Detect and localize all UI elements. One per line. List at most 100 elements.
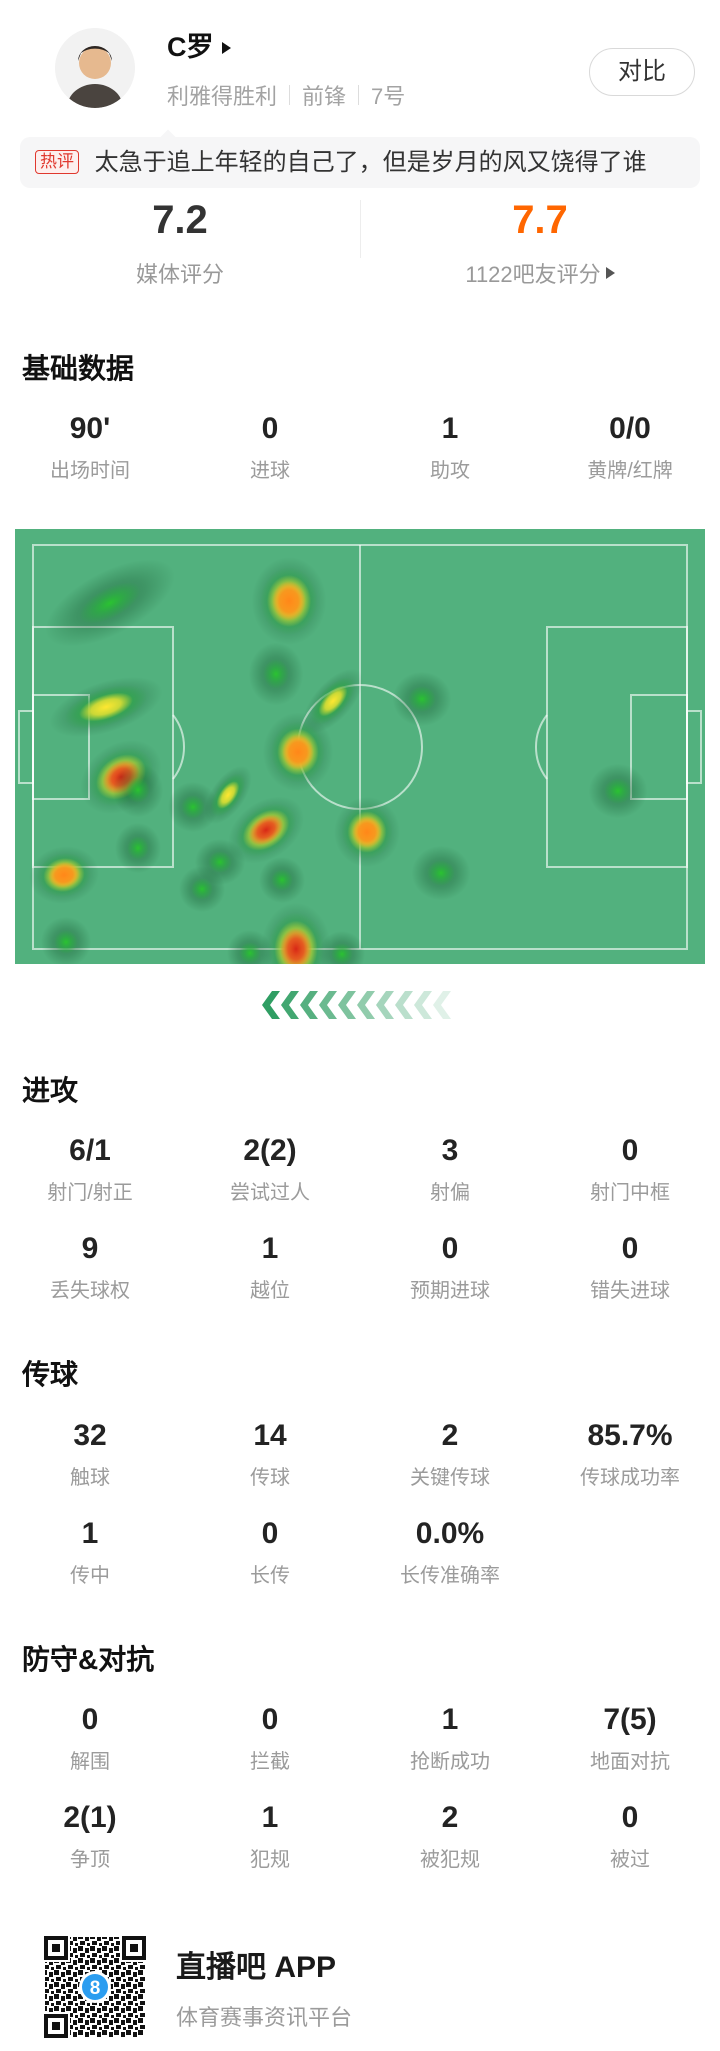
player-position: 前锋 [302, 84, 347, 109]
app-tagline: 体育赛事资讯平台 [176, 2004, 353, 2030]
stat-cell: 0/0 黄牌/红牌 [540, 412, 720, 483]
compare-button[interactable]: 对比 [589, 48, 695, 96]
qr-code-image: 8 [42, 1933, 148, 2040]
heat-blob [331, 943, 353, 966]
stat-row: 90' 出场时间 0 进球 1 助攻 0/0 黄牌/红牌 [0, 412, 720, 483]
heat-blob [181, 795, 205, 820]
stat-value: 0 [621, 1232, 639, 1266]
stat-cell: 6/1 射门/射正 [0, 1134, 180, 1205]
stat-label: 预期进球 [410, 1280, 490, 1303]
stat-label: 错失进球 [590, 1280, 670, 1303]
attack-direction-chevron [338, 991, 356, 1020]
player-subtitle: 利雅得胜利 前锋 7号 [167, 79, 589, 111]
stat-value: 14 [253, 1418, 287, 1452]
hot-badge: 热评 [35, 150, 79, 174]
hot-comment-banner[interactable]: 热评 太急于追上年轻的自己了，但是岁月的风又饶得了谁 [20, 137, 700, 188]
heat-blob [79, 692, 133, 722]
attack-direction-chevron [319, 991, 337, 1020]
stat-label: 争顶 [70, 1848, 110, 1871]
stat-cell: 2 关键传球 [360, 1419, 540, 1490]
stat-cell: 0 射门中框 [540, 1134, 720, 1205]
player-name-row[interactable]: C罗 [167, 34, 589, 61]
stat-value: 6/1 [69, 1134, 111, 1168]
stat-value: 0 [261, 412, 279, 446]
stat-cell: 0 被过 [540, 1801, 720, 1872]
stat-label: 犯规 [250, 1848, 290, 1871]
shirt-number: 7号 [371, 84, 406, 109]
fans-rating[interactable]: 7.7 1122吧友评分 [360, 198, 720, 289]
app-logo-icon [82, 1973, 108, 2000]
stat-value: 1 [81, 1516, 99, 1550]
heat-blob [427, 860, 455, 887]
fans-score-label-text: 1122吧友评分 [465, 262, 601, 287]
section-passing: 传球 32 触球 14 传球 2 关键传球 85.7% 传球成功率 1 传中 0 长传 0.0% 长传准确… [0, 1359, 720, 1587]
stat-label: 出场时间 [50, 460, 130, 483]
stat-cell: 90' 出场时间 [0, 412, 180, 483]
stat-label: 越位 [250, 1280, 290, 1303]
heat-blob [48, 862, 80, 889]
stat-cell: 1 越位 [180, 1232, 360, 1303]
attack-direction-chevron [376, 991, 394, 1020]
attack-direction-chevron [357, 991, 375, 1020]
stat-row: 0 解围 0 拦截 1 抢断成功 7(5) 地面对抗 [0, 1703, 720, 1774]
stat-grid: 90' 出场时间 0 进球 1 助攻 0/0 黄牌/红牌 [0, 412, 720, 483]
stat-label: 助攻 [430, 460, 470, 483]
stat-label: 关键传球 [410, 1466, 490, 1489]
section-attack: 进攻 6/1 射门/射正 2(2) 尝试过人 3 射偏 0 射门中框 9 丢失球权 1 越位 0 预期进球… [0, 1075, 720, 1303]
stat-row: 1 传中 0 长传 0.0% 长传准确率 [0, 1517, 720, 1588]
fans-score-label[interactable]: 1122吧友评分 [360, 257, 720, 289]
heat-blob [239, 942, 261, 965]
attack-direction-chevron [414, 991, 432, 1020]
media-rating: 7.2 媒体评分 [0, 198, 360, 289]
heat-blob [191, 878, 213, 901]
stat-cell: 1 犯规 [180, 1801, 360, 1872]
heat-blob [271, 869, 293, 892]
media-score-label-text: 媒体评分 [135, 262, 224, 287]
stat-value: 0 [441, 1232, 459, 1266]
stat-cell: 2 被犯规 [360, 1801, 540, 1872]
stat-label: 解围 [70, 1750, 110, 1773]
stat-cell: 7(5) 地面对抗 [540, 1703, 720, 1774]
player-name: C罗 [167, 32, 214, 62]
pitch-heatmap [15, 529, 705, 996]
stat-value: 0 [261, 1702, 279, 1736]
stat-cell: 0.0% 长传准确率 [360, 1517, 540, 1588]
attack-direction-chevron [395, 991, 413, 1020]
media-score-label: 媒体评分 [0, 257, 360, 289]
stat-value: 2(1) [63, 1800, 117, 1834]
section-basic-stats: 基础数据 90' 出场时间 0 进球 1 助攻 0/0 黄牌/红牌 [0, 353, 720, 483]
section-title: 进攻 [22, 1075, 79, 1107]
heat-blob [79, 582, 141, 624]
stat-value: 2(2) [243, 1134, 297, 1168]
footer-text: 直播吧 APP 体育赛事资讯平台 [176, 1942, 352, 2032]
heat-blob [208, 851, 232, 874]
stat-value: 0 [261, 1516, 279, 1550]
stat-cell: 32 触球 [0, 1419, 180, 1490]
section-title: 传球 [22, 1359, 79, 1391]
app-logo-glyph: 8 [90, 1978, 101, 1999]
stat-value: 85.7% [587, 1418, 673, 1452]
chevron-right-icon [221, 41, 231, 54]
heat-blob [282, 734, 314, 771]
stat-row: 32 触球 14 传球 2 关键传球 85.7% 传球成功率 [0, 1419, 720, 1490]
stat-value: 0 [81, 1702, 99, 1736]
stat-value: 1 [441, 1702, 459, 1736]
media-score: 7.2 [152, 198, 208, 242]
separator [358, 85, 360, 105]
section-defense: 防守&对抗 0 解围 0 拦截 1 抢断成功 7(5) 地面对抗 2(1) 争顶 1 犯规 2 被犯规 0 被… [0, 1644, 720, 1872]
stat-label: 黄牌/红牌 [587, 460, 673, 483]
stat-grid: 32 触球 14 传球 2 关键传球 85.7% 传球成功率 1 传中 0 长传 0.0% 长传准确率 [0, 1419, 720, 1588]
stat-cell: 2(2) 尝试过人 [180, 1134, 360, 1205]
stat-cell: 85.7% 传球成功率 [540, 1419, 720, 1490]
team-name: 利雅得胜利 [167, 84, 278, 109]
stat-value: 90' [69, 412, 111, 446]
stat-label: 被过 [610, 1848, 650, 1871]
stat-value: 1 [441, 412, 459, 446]
stat-cell: 2(1) 争顶 [0, 1801, 180, 1872]
qr-finder-patterns [42, 1933, 148, 2040]
heat-blob [216, 781, 240, 810]
hot-comment-text: 太急于追上年轻的自己了，但是岁月的风又饶得了谁 [94, 149, 647, 176]
stat-label: 传中 [70, 1564, 110, 1587]
heat-blob [408, 686, 436, 713]
player-avatar[interactable] [55, 28, 135, 108]
